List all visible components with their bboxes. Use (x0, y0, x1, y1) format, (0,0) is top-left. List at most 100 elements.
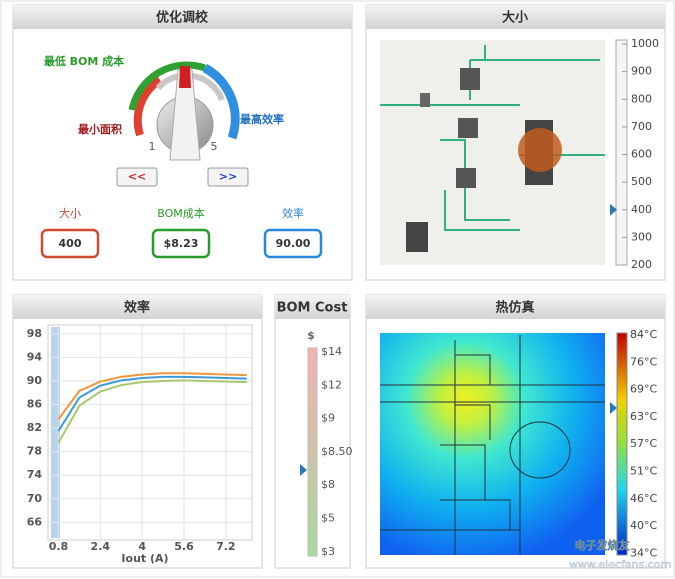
plot-area (47, 324, 253, 541)
y-tick-label: 74 (27, 468, 43, 481)
scale-label: 900 (631, 65, 652, 78)
prev-button[interactable] (116, 167, 158, 187)
pcb-part (518, 128, 562, 172)
scale-label: $8 (321, 478, 335, 491)
dial-arc (133, 76, 163, 137)
scale-label: 400 (631, 203, 652, 216)
dial-label: 最低 BOM 成本 (44, 54, 124, 68)
metric-box (40, 228, 100, 259)
metric-label: 效率 (282, 206, 304, 220)
bom-scale (307, 347, 318, 557)
x-tick-label: 7.2 (216, 540, 236, 553)
metric-box (263, 228, 323, 259)
scale-label: $14 (321, 345, 342, 358)
dial-label: 最高效率 (240, 112, 284, 126)
metric-label: 大小 (59, 206, 81, 220)
y-tick-label: 82 (27, 421, 42, 434)
panel-title: BOM Cost (277, 301, 348, 316)
pcb-part (460, 68, 480, 90)
scale-label: 84°C (630, 328, 657, 341)
scale-label: 57°C (630, 437, 657, 450)
button-label: << (128, 170, 146, 183)
pcb-part (458, 118, 478, 138)
scale-label: 63°C (630, 410, 657, 423)
scale-label: 200 (631, 258, 652, 271)
pcb-part (456, 168, 476, 188)
thermal-panel: 热仿真 84°C 76°C 69°C 63°C 57°C 51°C 46°C 40°C 34°C (365, 294, 666, 569)
panel-title: 大小 (502, 10, 528, 26)
panel-title: 热仿真 (495, 300, 534, 316)
y-tick-label: 98 (27, 327, 42, 340)
scale-label: 76°C (630, 355, 657, 368)
dial-arc (155, 72, 225, 102)
metric-value: 400 (59, 237, 82, 250)
metric-box (151, 228, 211, 259)
panel-title: 效率 (124, 300, 150, 316)
tuning-panel: 优化调校 最低 BOM 成本 最小面积 最高效率 1 5 << >> 大小 400… (12, 4, 353, 281)
scale-label: 300 (631, 230, 652, 243)
y-tick-label: 86 (27, 398, 43, 411)
metric-label: BOM成本 (157, 206, 205, 220)
scale-label: 600 (631, 148, 652, 161)
button-label: >> (219, 170, 237, 183)
size-panel: 大小 1000 900 800 700 600 500 400 300 200 (365, 4, 666, 281)
x-axis-label: Iout (A) (121, 552, 168, 565)
panel-header (366, 5, 665, 29)
panel-header (275, 295, 350, 319)
efficiency-line (57, 375, 247, 432)
scale-label: 800 (631, 92, 652, 105)
metric-value: $8.23 (164, 237, 199, 250)
bom-panel: BOM Cost $ $14 $12 $9 $8.50 $8 $5 $3 (274, 294, 353, 569)
x-tick-label: 5.6 (174, 540, 194, 553)
metric-value: 90.00 (276, 237, 311, 250)
bom-pointer[interactable] (300, 464, 307, 476)
scale-label: 500 (631, 175, 652, 188)
dial-max: 5 (211, 140, 218, 153)
scale-label: $12 (321, 378, 342, 391)
scale-label: 46°C (630, 492, 657, 505)
scale-label: $3 (321, 545, 335, 558)
y-tick-label: 90 (27, 374, 43, 387)
panel-header (366, 295, 665, 319)
size-pointer (610, 203, 617, 216)
y-tick-label: 66 (27, 515, 43, 528)
efficiency-panel: 效率 Iout (A) 66 70 74 78 82 86 90 94 98 0.8 2.4 4 5.6… (12, 294, 263, 569)
panel-header (13, 295, 262, 319)
panel-header (13, 5, 352, 29)
scale-label: 51°C (630, 465, 657, 478)
scale-label: $9 (321, 412, 335, 425)
pcb-part (420, 93, 430, 107)
scale-label: 700 (631, 120, 652, 133)
y-tick-label: 78 (27, 445, 42, 458)
next-button[interactable] (207, 167, 249, 187)
size-scale (615, 39, 628, 266)
dial-label: 最小面积 (78, 122, 122, 136)
scale-label: 34°C (630, 546, 657, 559)
dial-arc (128, 61, 207, 111)
range-strip (51, 327, 60, 538)
thermal-outlines (380, 335, 605, 555)
color-scale (616, 332, 628, 556)
scale-label: 1000 (631, 37, 659, 50)
efficiency-line (57, 379, 247, 444)
scale-label: 69°C (630, 383, 657, 396)
y-tick-label: 70 (27, 492, 43, 505)
x-tick-label: 0.8 (49, 540, 69, 553)
dial-min: 1 (149, 140, 156, 153)
scale-label: 40°C (630, 519, 657, 532)
scale-label: $5 (321, 512, 335, 525)
y-tick-label: 94 (27, 350, 43, 363)
dial-tip (179, 66, 191, 88)
currency-unit: $ (307, 329, 315, 342)
dial-arc (202, 64, 240, 140)
scale-label: $8.50 (321, 445, 353, 458)
x-tick-label: 2.4 (91, 540, 111, 553)
thermal-image (380, 333, 605, 555)
pcb-part (406, 222, 428, 252)
thermal-pointer (610, 402, 617, 414)
watermark: 电子发烧友 (575, 538, 630, 552)
efficiency-line (57, 372, 247, 420)
x-tick-label: 4 (138, 540, 146, 553)
